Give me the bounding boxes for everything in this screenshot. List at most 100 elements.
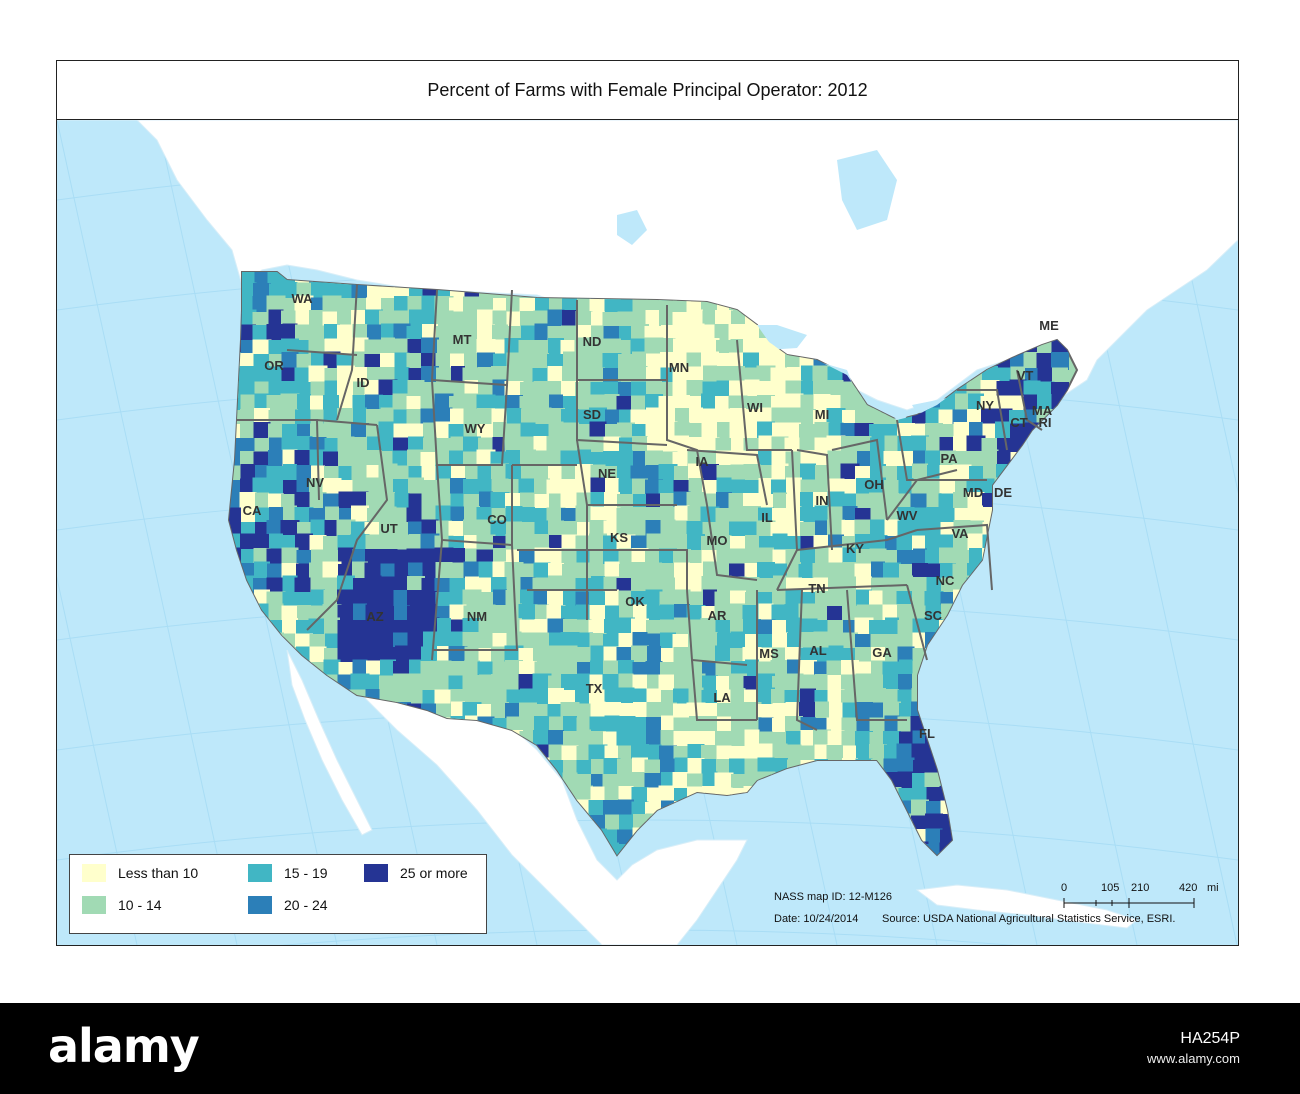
county-cell — [532, 673, 552, 693]
scale-tick-label: 105 — [1101, 882, 1120, 894]
county-cell — [716, 450, 732, 468]
county-cell — [282, 535, 298, 551]
county-cell — [577, 673, 591, 693]
county-cell — [924, 591, 944, 607]
county-cell — [631, 562, 649, 580]
state-label-ky: KY — [846, 541, 864, 556]
county-cell — [771, 479, 789, 495]
county-cell — [451, 591, 465, 607]
county-cell — [619, 450, 633, 468]
county-cell — [266, 324, 286, 342]
baja-land — [286, 649, 373, 836]
county-cell — [477, 309, 495, 329]
county-cell — [857, 451, 871, 467]
county-cell — [827, 491, 845, 511]
county-cell — [841, 717, 859, 733]
county-cell — [799, 674, 817, 692]
county-cell — [492, 339, 508, 355]
county-cell — [701, 450, 719, 468]
county-cell — [392, 690, 412, 704]
county-cell — [800, 409, 816, 425]
county-cell — [506, 603, 522, 623]
county-cell — [574, 368, 594, 382]
county-cell — [590, 786, 606, 804]
county-cell — [282, 449, 298, 469]
county-cell — [549, 535, 563, 551]
county-cell — [660, 604, 676, 622]
county-cell — [269, 477, 283, 497]
scale-bar-line — [1063, 898, 1195, 908]
state-label-ma: MA — [1032, 403, 1053, 418]
state-border — [896, 419, 987, 481]
county-cell — [660, 533, 676, 553]
county-cell — [422, 591, 438, 607]
county-cell — [605, 814, 619, 832]
county-cell — [282, 618, 298, 636]
county-cell — [252, 339, 272, 355]
county-cell — [547, 354, 565, 368]
county-cell — [590, 731, 606, 747]
county-cell — [700, 618, 720, 636]
county-cell — [856, 604, 872, 622]
county-cell — [337, 620, 355, 634]
county-cell — [897, 507, 915, 523]
county-cell — [477, 367, 495, 383]
county-cell — [548, 464, 564, 482]
county-cell — [295, 382, 313, 396]
county-cell — [953, 422, 971, 440]
county-cell — [617, 758, 635, 776]
county-cell — [702, 703, 718, 719]
county-cell — [281, 367, 299, 383]
county-cell — [296, 620, 312, 634]
county-cell — [745, 634, 759, 648]
county-cell — [547, 590, 565, 608]
county-cell — [745, 659, 759, 679]
county-cell — [632, 436, 648, 454]
county-cell — [703, 589, 717, 609]
state-label-pa: PA — [940, 451, 958, 466]
county-cell — [490, 520, 510, 538]
county-cell — [381, 620, 395, 634]
county-cell — [730, 536, 746, 550]
county-cell — [548, 688, 564, 706]
county-cell — [618, 745, 634, 761]
county-cell — [926, 493, 942, 509]
county-cell — [449, 396, 467, 410]
county-cell — [420, 661, 440, 677]
county-cell — [463, 408, 481, 426]
county-cell — [464, 339, 480, 355]
county-cell — [911, 815, 929, 831]
county-cell — [295, 533, 313, 553]
county-cell — [842, 562, 858, 580]
state-label-nv: NV — [306, 475, 324, 490]
county-cell — [239, 492, 257, 510]
county-cell — [533, 381, 551, 397]
county-cell — [378, 549, 398, 565]
county-cell — [590, 645, 606, 665]
county-cell — [561, 745, 579, 761]
county-cell — [870, 634, 886, 648]
county-cell — [702, 310, 718, 328]
county-cell — [772, 533, 788, 553]
county-cell — [800, 522, 816, 536]
county-cell — [604, 394, 620, 412]
county-cell — [771, 353, 789, 369]
county-cell — [367, 324, 381, 342]
county-cell — [323, 395, 341, 411]
county-cell — [282, 381, 298, 397]
county-cell — [632, 366, 648, 384]
county-cell — [715, 645, 733, 665]
county-cell — [632, 662, 648, 676]
county-cell — [311, 297, 325, 313]
county-cell — [646, 688, 662, 706]
county-cell — [338, 451, 354, 467]
county-cell — [813, 729, 831, 749]
county-cell — [337, 589, 355, 609]
county-cell — [870, 519, 886, 539]
county-cell — [534, 494, 550, 508]
county-cell — [394, 575, 410, 595]
county-cell — [1037, 381, 1055, 397]
county-cell — [729, 758, 747, 776]
county-cell — [407, 339, 425, 355]
county-cell — [575, 424, 593, 438]
